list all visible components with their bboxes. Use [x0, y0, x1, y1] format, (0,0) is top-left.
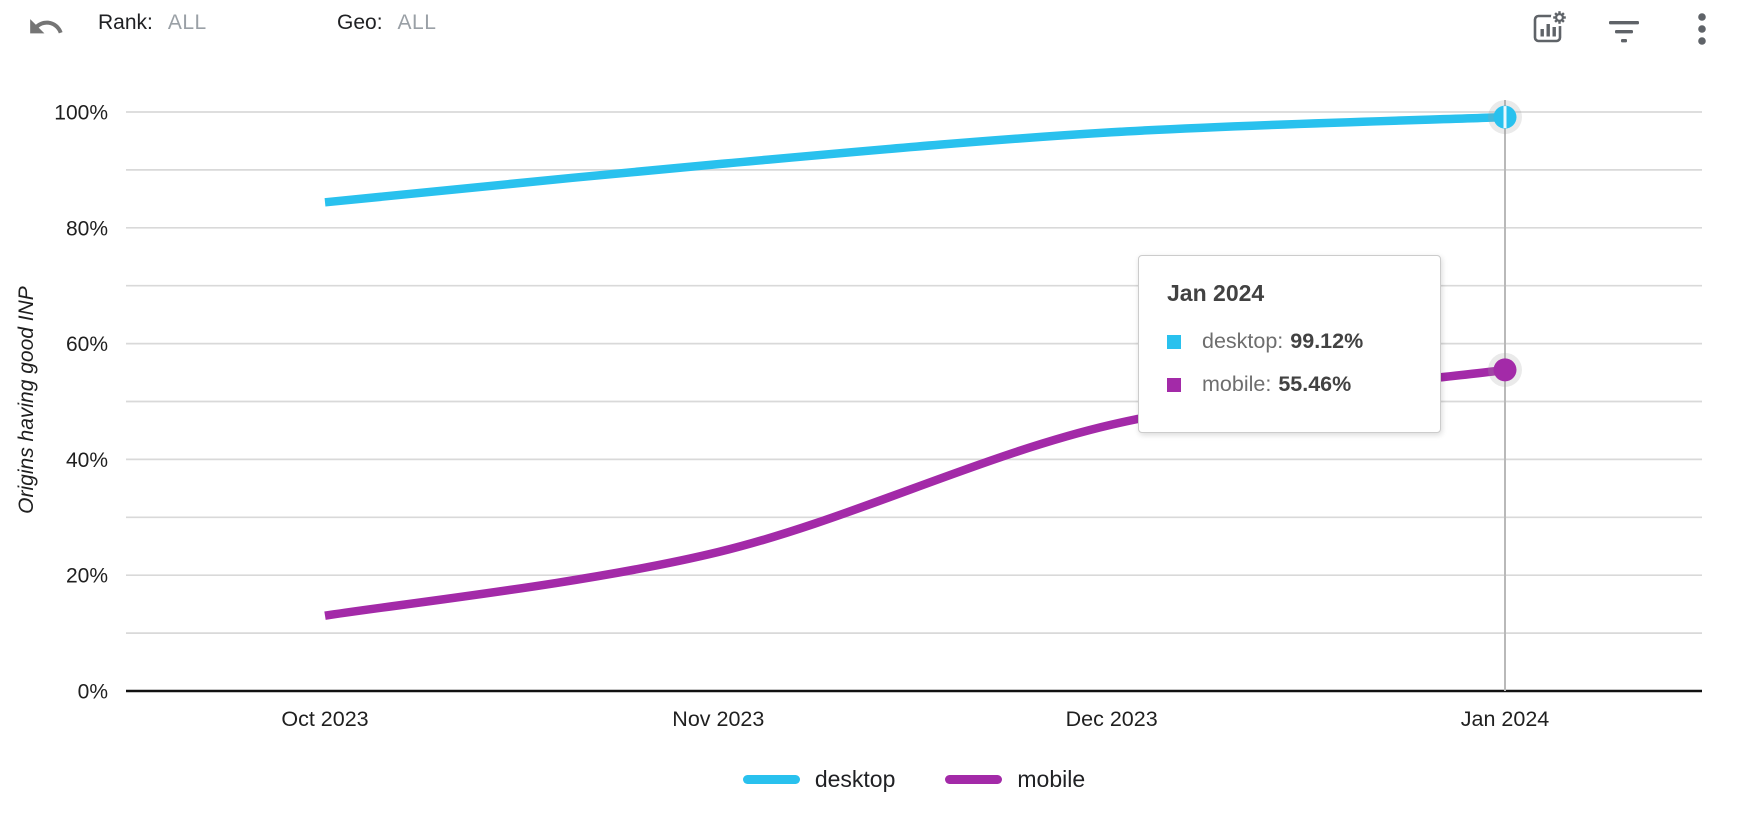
geo-filter-value[interactable]: ALL — [397, 11, 437, 34]
legend-item-desktop[interactable]: desktop — [742, 766, 896, 793]
tooltip-mobile-value: 55.46% — [1278, 372, 1352, 396]
series-line-desktop[interactable] — [324, 112, 1506, 207]
more-options-button[interactable] — [1680, 4, 1724, 52]
y-tick-label: 40% — [66, 449, 108, 472]
endpoint-dot-mobile[interactable] — [1493, 358, 1517, 382]
tooltip-mobile-label: mobile: — [1202, 372, 1272, 396]
legend-label-desktop: desktop — [814, 766, 896, 792]
geo-filter-label: Geo: — [337, 11, 383, 34]
y-tick-label: 20% — [66, 565, 108, 588]
desktop-swatch — [1167, 334, 1181, 349]
geo-filter: Geo: ALL — [337, 11, 436, 35]
tooltip-title: Jan 2024 — [1167, 280, 1265, 306]
tooltip-row-desktop: desktop: 99.12% — [1167, 329, 1414, 354]
chart-settings-icon — [1533, 8, 1569, 43]
tooltip-row-mobile: mobile: 55.46% — [1167, 372, 1414, 397]
chart-settings-button[interactable] — [1524, 4, 1572, 52]
undo-icon — [30, 19, 63, 34]
x-tick-label: Dec 2023 — [1066, 707, 1158, 731]
mobile-swatch — [1167, 377, 1181, 392]
y-tick-label: 80% — [66, 217, 108, 240]
rank-filter-label: Rank: — [98, 11, 153, 34]
tooltip-desktop-label: desktop: — [1202, 329, 1284, 353]
y-tick-label: 0% — [78, 681, 108, 704]
legend-swatch-mobile — [945, 775, 1003, 784]
y-tick-label: 60% — [66, 333, 108, 356]
chart-legend: desktop mobile — [126, 766, 1702, 793]
legend-item-mobile[interactable]: mobile — [945, 766, 1085, 793]
x-tick-label: Oct 2023 — [281, 707, 368, 731]
rank-filter-value[interactable]: ALL — [167, 11, 207, 34]
legend-label-mobile: mobile — [1017, 766, 1086, 792]
chart-tooltip: Jan 2024 desktop: 99.12% mobile: 55.46% — [1138, 255, 1441, 433]
tooltip-desktop-value: 99.12% — [1290, 329, 1364, 353]
undo-button[interactable] — [24, 6, 68, 48]
more-vertical-icon — [1698, 13, 1706, 45]
filter-button[interactable] — [1600, 4, 1648, 52]
x-tick-label: Nov 2023 — [672, 707, 764, 731]
rank-filter: Rank: ALL — [98, 11, 207, 35]
y-tick-label: 100% — [54, 102, 108, 125]
legend-swatch-desktop — [742, 775, 800, 784]
filter-list-icon — [1609, 21, 1639, 43]
x-tick-label: Jan 2024 — [1461, 707, 1550, 731]
y-axis-title: Origins having good INP — [15, 286, 38, 514]
toolbar: Rank: ALL Geo: ALL — [0, 0, 1752, 56]
